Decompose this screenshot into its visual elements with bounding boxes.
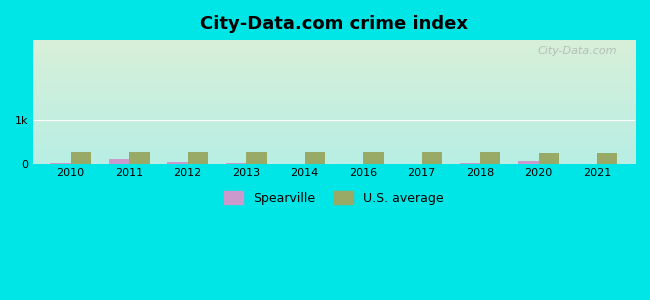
Bar <box>50 163 71 164</box>
Bar <box>460 163 480 164</box>
Bar <box>188 152 208 164</box>
Bar <box>226 163 246 164</box>
Bar <box>597 153 618 164</box>
Legend: Spearville, U.S. average: Spearville, U.S. average <box>219 187 448 210</box>
Bar <box>518 161 538 164</box>
Bar <box>167 162 188 164</box>
Bar <box>71 152 91 164</box>
Bar <box>109 159 129 164</box>
Bar <box>129 152 150 164</box>
Bar <box>422 152 442 164</box>
Title: City-Data.com crime index: City-Data.com crime index <box>200 15 468 33</box>
Bar <box>246 152 266 164</box>
Bar <box>480 152 500 164</box>
Text: City-Data.com: City-Data.com <box>538 46 617 56</box>
Bar <box>538 153 559 164</box>
Bar <box>363 152 383 164</box>
Bar <box>305 152 325 164</box>
